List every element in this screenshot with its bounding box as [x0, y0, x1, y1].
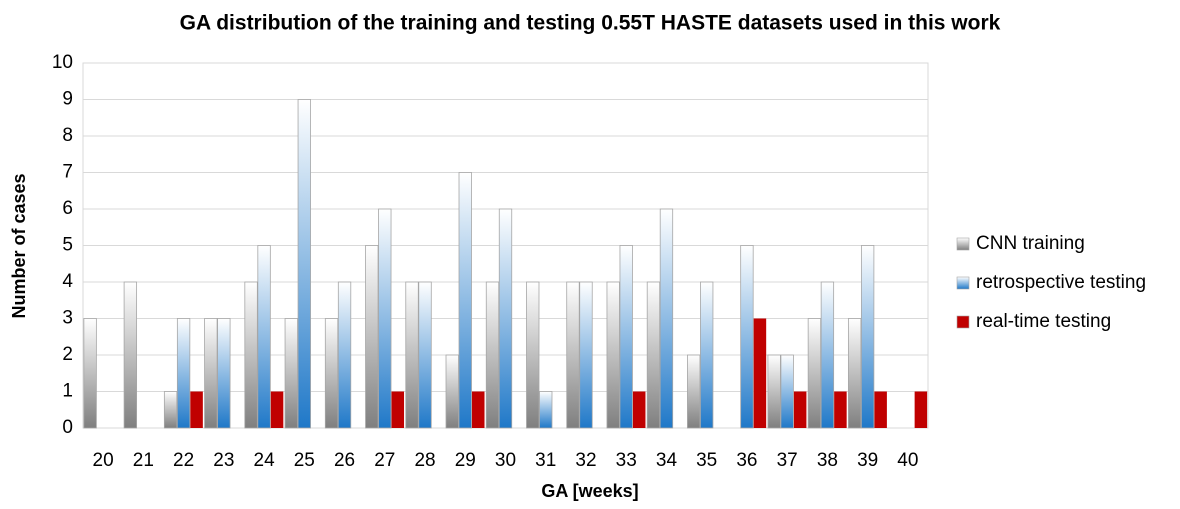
bar [807, 318, 822, 429]
legend-swatch [956, 315, 970, 329]
bar [204, 318, 218, 429]
bar [284, 318, 298, 429]
bar [539, 391, 553, 429]
bar [579, 281, 593, 429]
bar [176, 318, 191, 429]
x-tick-label: 31 [535, 450, 556, 471]
y-axis-title: Number of cases [9, 173, 29, 318]
bar [753, 318, 767, 428]
bar [834, 391, 847, 428]
x-tick-label: 37 [777, 450, 798, 471]
bar [659, 208, 674, 429]
x-tick-label: 21 [133, 450, 154, 471]
x-tick-label: 26 [334, 450, 355, 471]
bar [632, 391, 646, 428]
bar [391, 391, 405, 428]
legend-swatch [956, 276, 970, 290]
bar [780, 354, 794, 429]
bar [526, 281, 540, 429]
bar [378, 208, 392, 429]
y-tick-label: 0 [62, 417, 73, 438]
x-tick-label: 36 [736, 450, 757, 471]
bar [365, 245, 379, 429]
bar [820, 281, 835, 429]
bar [257, 245, 271, 429]
bar [270, 391, 284, 428]
x-tick-label: 23 [213, 450, 234, 471]
x-tick-label: 40 [897, 450, 918, 471]
x-tick-label: 24 [254, 450, 276, 471]
bar [472, 391, 485, 428]
y-tick-label: 9 [62, 89, 73, 110]
y-tick-label: 1 [62, 381, 73, 402]
y-tick-label: 8 [62, 125, 73, 146]
x-tick-label: 39 [857, 450, 878, 471]
bar [244, 281, 258, 429]
y-tick-label: 4 [62, 271, 73, 292]
bar [83, 318, 97, 429]
x-axis-title: GA [weeks] [541, 481, 638, 501]
bar [687, 354, 701, 429]
x-tick-label: 25 [294, 450, 315, 471]
y-tick-label: 7 [62, 162, 73, 183]
bar [485, 281, 500, 429]
bar [606, 281, 620, 429]
x-tick-label: 27 [374, 450, 395, 471]
bar [619, 245, 633, 429]
bar [458, 172, 472, 429]
bar [337, 281, 352, 429]
chart-title: GA distribution of the training and test… [180, 12, 1001, 35]
bar [874, 391, 887, 428]
x-tick-label: 35 [696, 450, 717, 471]
bar [445, 354, 459, 429]
bar [405, 281, 419, 429]
y-tick-label: 5 [62, 235, 73, 256]
x-tick-label: 20 [93, 450, 114, 471]
legend-label: real-time testing [976, 311, 1111, 332]
x-tick-label: 29 [455, 450, 476, 471]
bar [646, 281, 661, 429]
bar [767, 354, 781, 429]
bar [847, 318, 862, 429]
x-tick-label: 38 [817, 450, 838, 471]
bar [793, 391, 807, 428]
bar [566, 281, 580, 429]
bar [123, 281, 138, 429]
bar [740, 245, 754, 429]
legend-label: retrospective testing [976, 272, 1146, 293]
bar [498, 208, 513, 429]
legend-label: CNN training [976, 233, 1085, 254]
x-tick-label: 32 [575, 450, 596, 471]
y-tick-label: 3 [62, 308, 73, 329]
bar [418, 281, 432, 429]
x-tick-label: 28 [414, 450, 435, 471]
bar [700, 281, 714, 429]
legend-swatch [956, 237, 970, 251]
bar [914, 391, 928, 428]
bar [324, 318, 339, 429]
bar [163, 391, 178, 429]
x-tick-label: 22 [173, 450, 194, 471]
y-tick-label: 10 [52, 52, 73, 73]
x-tick-label: 30 [495, 450, 516, 471]
bar [860, 245, 875, 429]
bar [297, 99, 311, 429]
x-tick-label: 33 [616, 450, 637, 471]
y-tick-label: 6 [62, 198, 73, 219]
y-tick-label: 2 [62, 344, 73, 365]
bar [217, 318, 231, 429]
x-tick-label: 34 [656, 450, 678, 471]
bar [190, 391, 203, 428]
